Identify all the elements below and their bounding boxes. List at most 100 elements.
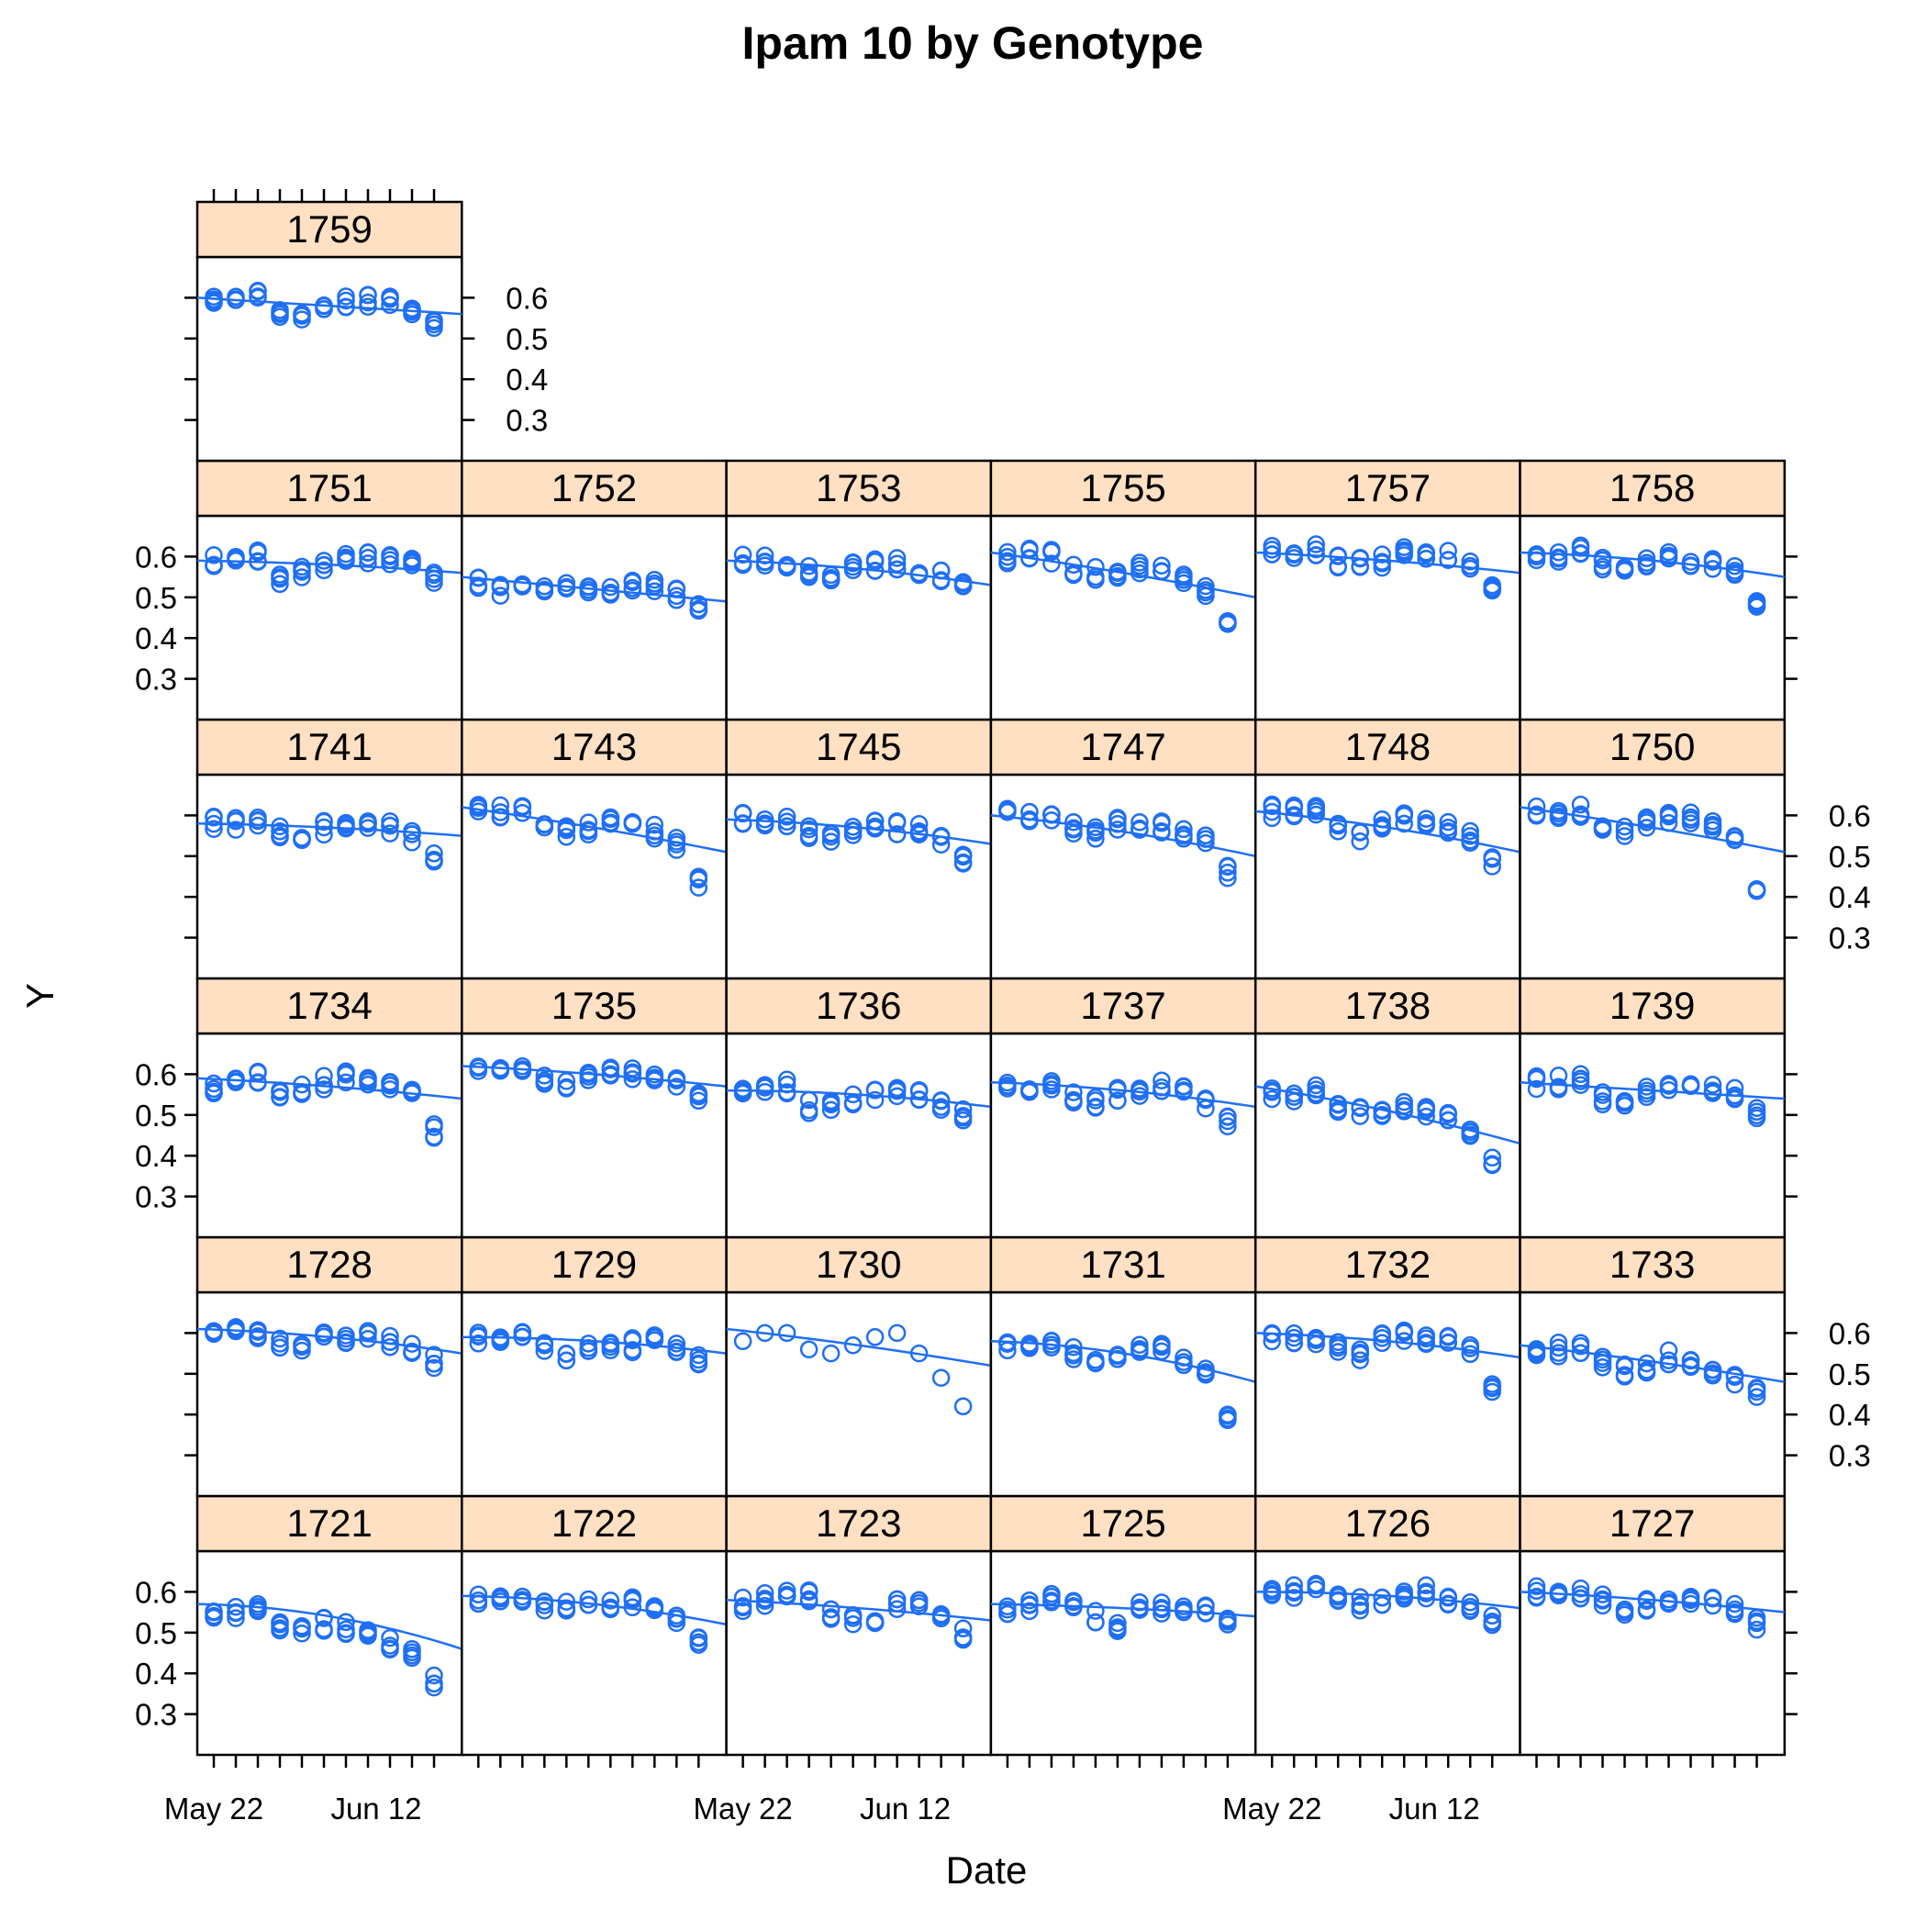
data-point [1615, 817, 1634, 836]
panel-1735: 1735 [461, 977, 728, 1239]
data-point [205, 1602, 223, 1621]
data-point [909, 1080, 929, 1100]
data-point [1108, 1080, 1127, 1100]
panel-1758: 1758 [1519, 459, 1787, 721]
data-point [1615, 558, 1634, 576]
data-point [755, 810, 774, 829]
data-point [645, 829, 664, 848]
data-point [623, 571, 642, 590]
data-point [1527, 1581, 1546, 1601]
data-point [469, 1327, 488, 1346]
data-point [205, 1606, 223, 1625]
data-point [799, 826, 819, 845]
data-point [337, 548, 355, 567]
data-point [601, 577, 620, 597]
data-point [733, 1082, 752, 1100]
data-point [1175, 820, 1193, 839]
data-point [1131, 1340, 1149, 1358]
data-point [1064, 812, 1083, 832]
y-tick-label: 0.5 [506, 322, 548, 356]
data-point [1042, 1072, 1061, 1090]
data-point [601, 586, 620, 604]
data-point [1086, 818, 1105, 837]
data-point [1395, 1590, 1413, 1608]
strip-label-1750: 1750 [1610, 725, 1695, 768]
data-point [1417, 1584, 1435, 1603]
data-point [293, 1619, 311, 1638]
data-point [227, 551, 245, 570]
data-point [1020, 810, 1039, 829]
data-point [1263, 1081, 1281, 1100]
data-point [755, 815, 774, 833]
data-point [491, 796, 510, 815]
data-point [887, 825, 907, 843]
data-point [1020, 1591, 1039, 1610]
data-point [777, 1075, 796, 1094]
data-point [1571, 1336, 1590, 1356]
data-point [1593, 1347, 1612, 1366]
data-point [1086, 1613, 1105, 1632]
data-point [689, 1346, 708, 1365]
data-point [227, 1069, 245, 1088]
data-point [1285, 1581, 1303, 1601]
panel-1734: 1734 [195, 977, 463, 1239]
data-point [227, 821, 245, 839]
data-point [205, 546, 223, 564]
data-point [425, 1115, 443, 1134]
panel-frame [725, 514, 993, 721]
data-point [1483, 1382, 1501, 1402]
data-point [1571, 1589, 1590, 1607]
data-point [1131, 1598, 1149, 1617]
panel-1731: 1731 [989, 1235, 1257, 1498]
data-point [1483, 850, 1501, 868]
data-point [557, 1072, 576, 1090]
data-point [865, 562, 885, 580]
data-point [777, 558, 796, 576]
y-tick-label: 0.5 [135, 1099, 177, 1133]
data-point [381, 546, 399, 564]
y-tick-label: 0.3 [1829, 1439, 1871, 1473]
data-point [1108, 1622, 1127, 1640]
data-point [887, 1590, 907, 1609]
data-point [931, 1606, 951, 1625]
panel-frame [1253, 773, 1521, 980]
data-point [1593, 1585, 1612, 1603]
data-point [1571, 1579, 1590, 1598]
strip-label-1739: 1739 [1610, 984, 1695, 1027]
panel-frame [1253, 1549, 1521, 1757]
data-point [359, 1329, 377, 1348]
data-point [1681, 810, 1700, 830]
data-point [865, 1090, 885, 1110]
data-point [1307, 546, 1325, 564]
data-point [623, 1065, 642, 1083]
strip-1738 [1253, 977, 1521, 1035]
data-point [1725, 1366, 1744, 1384]
data-point [513, 575, 532, 594]
y-tick-label: 0.5 [1829, 840, 1871, 874]
strip-label-1733: 1733 [1610, 1243, 1695, 1286]
data-point [381, 1639, 399, 1658]
data-point [1417, 1576, 1435, 1595]
data-point [865, 1328, 885, 1346]
data-point [821, 1091, 841, 1111]
data-point [1725, 556, 1744, 575]
panel-frame [1253, 1032, 1521, 1239]
data-point [1086, 830, 1105, 848]
data-point [1020, 541, 1039, 560]
data-point [1373, 1595, 1391, 1614]
data-point [1086, 1350, 1105, 1369]
data-point [513, 798, 532, 817]
data-point [953, 854, 973, 873]
data-point [381, 1628, 399, 1647]
data-point [513, 1323, 532, 1342]
data-point [689, 1628, 708, 1647]
data-point [403, 825, 421, 843]
strip-label-1725: 1725 [1080, 1502, 1165, 1545]
panel-1750: 1750 [1519, 718, 1787, 980]
y-axis-label: Y [18, 983, 61, 1009]
data-point [1725, 1594, 1744, 1614]
data-point [1329, 547, 1347, 565]
data-point [227, 1603, 245, 1622]
data-point [1747, 1620, 1766, 1639]
data-point [1637, 1361, 1656, 1379]
